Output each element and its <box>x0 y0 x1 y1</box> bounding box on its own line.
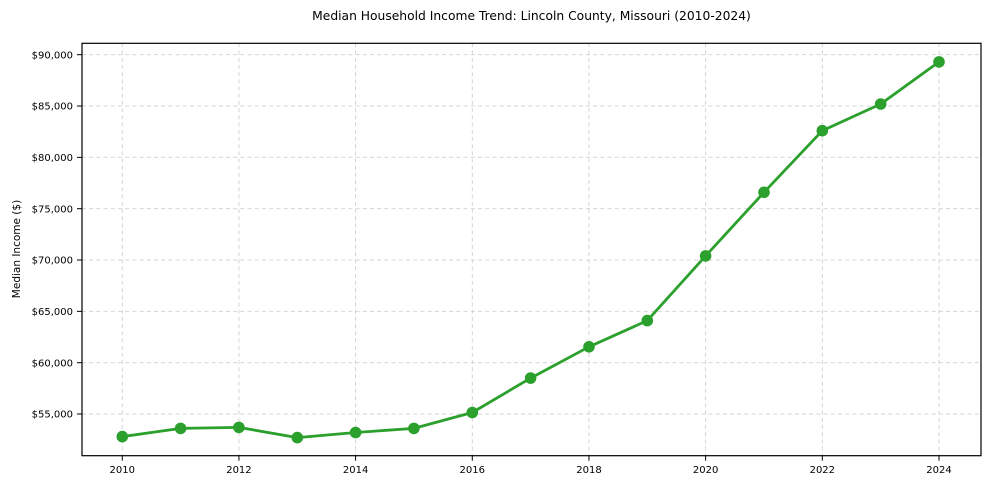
y-tick-label: $55,000 <box>32 410 73 421</box>
x-tick-label: 2024 <box>926 465 951 476</box>
x-tick-label: 2020 <box>693 465 718 476</box>
data-point-2022 <box>816 124 829 137</box>
data-point-2024 <box>933 56 945 68</box>
data-point-2016 <box>466 406 479 419</box>
data-point-2023 <box>874 98 887 110</box>
y-tick-label: $75,000 <box>32 204 73 215</box>
x-tick-label: 2012 <box>226 465 251 476</box>
y-tick-label: $60,000 <box>32 358 73 369</box>
chart-title: Median Household Income Trend: Lincoln C… <box>312 9 751 23</box>
x-tick-label: 2022 <box>810 465 835 476</box>
y-tick-label: $85,000 <box>32 102 73 113</box>
x-tick-label: 2018 <box>576 465 601 476</box>
data-point-2018 <box>583 341 595 353</box>
data-point-2014 <box>349 426 362 439</box>
y-tick-label: $70,000 <box>32 256 73 267</box>
data-point-2021 <box>758 186 770 199</box>
data-point-2017 <box>524 372 537 384</box>
y-tick-label: $80,000 <box>32 153 73 164</box>
plot-frame <box>81 42 982 457</box>
x-tick-label: 2010 <box>110 465 135 476</box>
data-point-2013 <box>291 431 304 444</box>
data-point-2010 <box>116 430 129 443</box>
y-tick-label: $90,000 <box>32 50 73 61</box>
x-tick-label: 2016 <box>460 465 485 476</box>
x-tick-label: 2014 <box>343 465 368 476</box>
data-point-2015 <box>408 422 420 435</box>
data-point-2011 <box>174 422 187 435</box>
y-tick-label: $65,000 <box>32 307 73 318</box>
data-point-2020 <box>699 250 712 262</box>
data-point-2012 <box>233 421 245 434</box>
data-point-2019 <box>641 314 654 327</box>
